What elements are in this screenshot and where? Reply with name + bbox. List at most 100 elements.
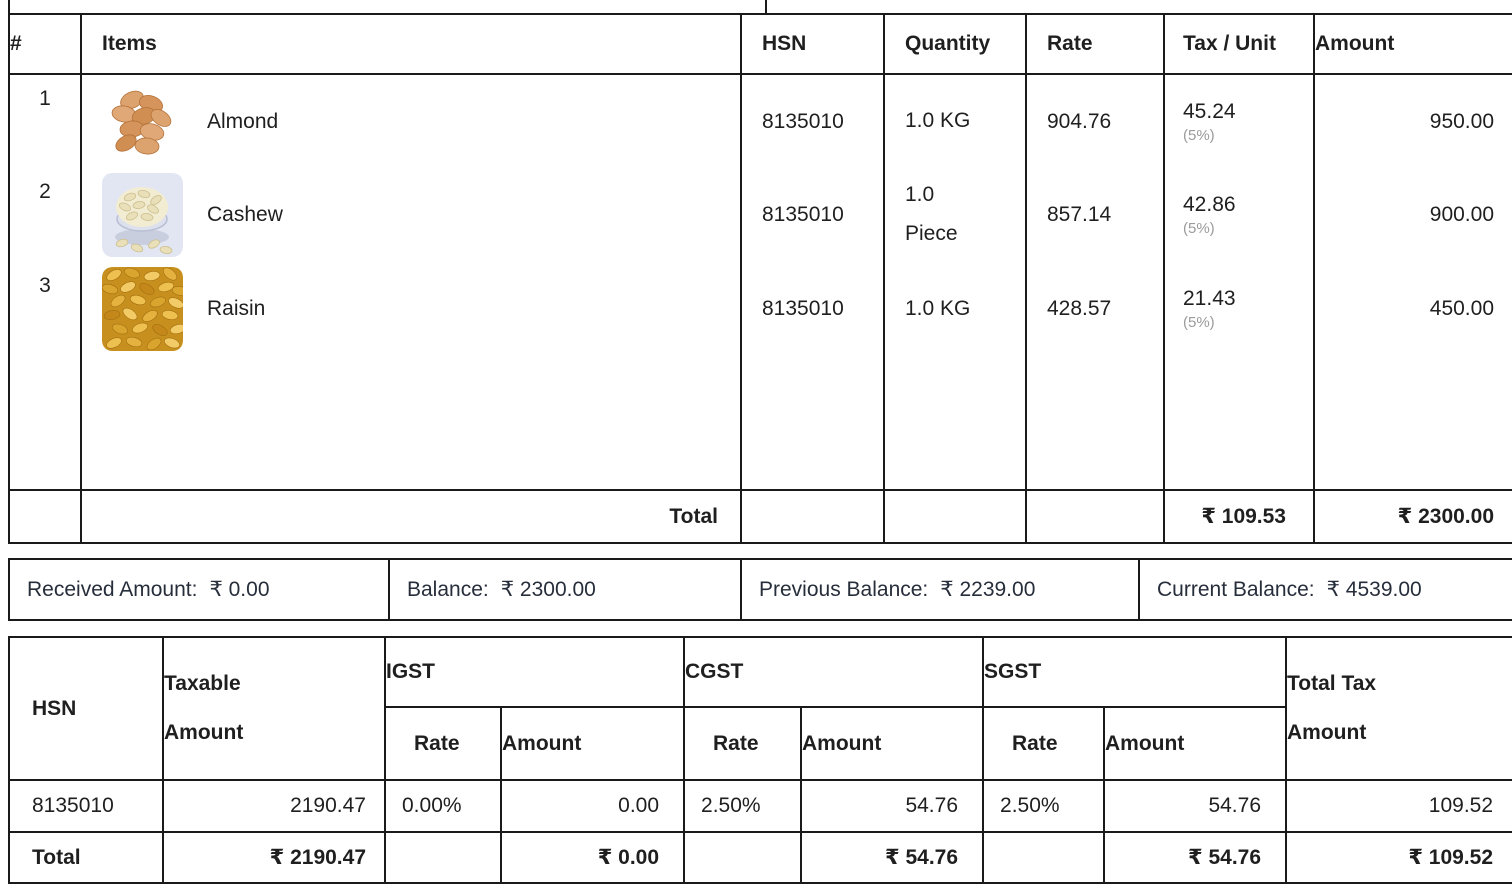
empty-cell (1026, 356, 1165, 490)
item-rate: 857.14 (1026, 168, 1165, 262)
item-row-almond: 1 (9, 74, 1512, 168)
item-tax-unit: 45.24 (5%) (1164, 74, 1315, 168)
item-amount: 950.00 (1314, 74, 1512, 168)
item-tax-percent: (5%) (1183, 314, 1215, 331)
item-quantity-text: 1.0 KG (905, 109, 971, 133)
empty-cell (982, 831, 1106, 884)
items-empty-space-row (9, 356, 1512, 490)
cashew-product-image (102, 173, 183, 257)
empty-cell (1026, 489, 1165, 544)
item-cell: Cashew (81, 168, 742, 262)
items-total-amount: ₹ 2300.00 (1314, 489, 1512, 544)
raisin-product-image (102, 267, 183, 351)
item-amount: 450.00 (1314, 262, 1512, 356)
tax-group-header-igst: IGST (383, 636, 686, 708)
empty-cell (384, 831, 502, 884)
items-total-label: Total (81, 489, 742, 544)
empty-cell (9, 489, 82, 544)
tax-total-label: Total (8, 831, 164, 884)
item-hsn: 8135010 (741, 262, 885, 356)
taxable-line1: Taxable (164, 672, 241, 696)
previous-balance-label: Previous Balance: (759, 577, 929, 601)
empty-cell (884, 489, 1027, 544)
previous-balance-cell: Previous Balance: ₹ 2239.00 (742, 560, 1140, 619)
igst-rate-header: Rate (384, 706, 502, 781)
received-amount-value: ₹ 0.00 (209, 578, 270, 601)
tax-row-taxable: 2190.47 (162, 779, 386, 833)
tax-row-igst-rate: 0.00% (384, 779, 502, 833)
col-header-rate: Rate (1026, 14, 1165, 75)
item-quantity-text: 1.0 KG (905, 296, 971, 320)
item-tax-percent: (5%) (1183, 126, 1215, 144)
tax-col-header-hsn: HSN (8, 636, 164, 781)
item-serial: 2 (9, 168, 82, 262)
balance-value: ₹ 2300.00 (500, 578, 596, 601)
balance-cell: Balance: ₹ 2300.00 (390, 560, 742, 619)
item-tax-value: 21.43 (1183, 287, 1236, 310)
items-header-row: # Items HSN Quantity Rate Tax / Unit Amo… (9, 14, 1512, 75)
tax-total-row: Total ₹ 2190.47 ₹ 0.00 ₹ 54.76 ₹ 54.76 ₹… (8, 831, 1512, 884)
sgst-amount-header: Amount (1103, 706, 1288, 781)
cutoff-left-border (8, 0, 10, 13)
item-cell: Raisin (81, 262, 742, 356)
item-row-cashew: 2 (9, 168, 1512, 262)
total-tax-line2: Amount (1287, 720, 1367, 744)
item-serial: 3 (9, 262, 82, 356)
taxable-line2: Amount (164, 720, 244, 744)
tax-col-header-taxable-amount: Taxable Amount (162, 636, 386, 781)
empty-cell (683, 831, 803, 884)
empty-cell (884, 356, 1027, 490)
tax-total-cgst-amount: ₹ 54.76 (800, 831, 985, 884)
almond-product-image (102, 79, 183, 164)
item-tax-value: 42.86 (1183, 193, 1236, 216)
item-name: Cashew (207, 203, 283, 226)
tax-data-row: 8135010 2190.47 0.00% 0.00 2.50% 54.76 2… (8, 779, 1512, 833)
current-balance-value: ₹ 4539.00 (1326, 578, 1422, 601)
previous-balance-value: ₹ 2239.00 (940, 578, 1036, 601)
payment-summary-strip: Received Amount: ₹ 0.00 Balance: ₹ 2300.… (8, 558, 1512, 621)
received-amount-label: Received Amount: (27, 577, 198, 601)
item-hsn: 8135010 (741, 168, 885, 262)
col-header-quantity: Quantity (884, 14, 1027, 75)
item-quantity: 1.0 KG (884, 74, 1027, 168)
item-row-raisin: 3 (9, 262, 1512, 356)
tax-total-total-tax: ₹ 109.52 (1285, 831, 1512, 884)
col-header-amount: Amount (1314, 14, 1512, 75)
tax-row-igst-amount: 0.00 (499, 779, 686, 833)
item-rate: 428.57 (1026, 262, 1165, 356)
tax-total-taxable: ₹ 2190.47 (162, 831, 386, 884)
invoice-body: # Items HSN Quantity Rate Tax / Unit Amo… (8, 13, 1512, 884)
item-tax-value: 45.24 (1183, 99, 1236, 123)
received-amount-cell: Received Amount: ₹ 0.00 (10, 560, 390, 619)
empty-cell (741, 356, 885, 490)
col-header-num: # (9, 14, 82, 75)
item-rate: 904.76 (1026, 74, 1165, 168)
cutoff-column-divider (765, 0, 767, 13)
item-quantity-text: 1.0 Piece (905, 183, 958, 245)
col-header-items: Items (81, 14, 742, 75)
tax-row-sgst-rate: 2.50% (982, 779, 1106, 833)
igst-amount-header: Amount (499, 706, 686, 781)
tax-total-sgst-amount: ₹ 54.76 (1103, 831, 1288, 884)
tax-group-header-cgst: CGST (683, 636, 985, 708)
sgst-rate-header: Rate (982, 706, 1106, 781)
cutoff-section-above (0, 0, 1512, 13)
current-balance-label: Current Balance: (1157, 577, 1315, 601)
balance-label: Balance: (407, 577, 489, 601)
item-cell: Almond (81, 74, 742, 168)
col-header-tax-unit: Tax / Unit (1164, 14, 1315, 75)
tax-col-header-total-tax-amount: Total Tax Amount (1285, 636, 1512, 781)
tax-total-igst-amount: ₹ 0.00 (499, 831, 686, 884)
item-amount: 900.00 (1314, 168, 1512, 262)
empty-cell (741, 489, 885, 544)
empty-cell (9, 356, 82, 490)
item-quantity: 1.0 KG (884, 262, 1027, 356)
tax-row-cgst-rate: 2.50% (683, 779, 803, 833)
items-total-row: Total ₹ 109.53 ₹ 2300.00 (9, 489, 1512, 544)
empty-cell (81, 356, 742, 490)
tax-header-group-row: HSN Taxable Amount IGST CGST SGST Total … (8, 636, 1512, 781)
item-name: Almond (207, 109, 279, 133)
item-serial: 1 (9, 74, 82, 168)
item-tax-unit: 21.43 (5%) (1164, 262, 1315, 356)
cgst-rate-header: Rate (683, 706, 803, 781)
